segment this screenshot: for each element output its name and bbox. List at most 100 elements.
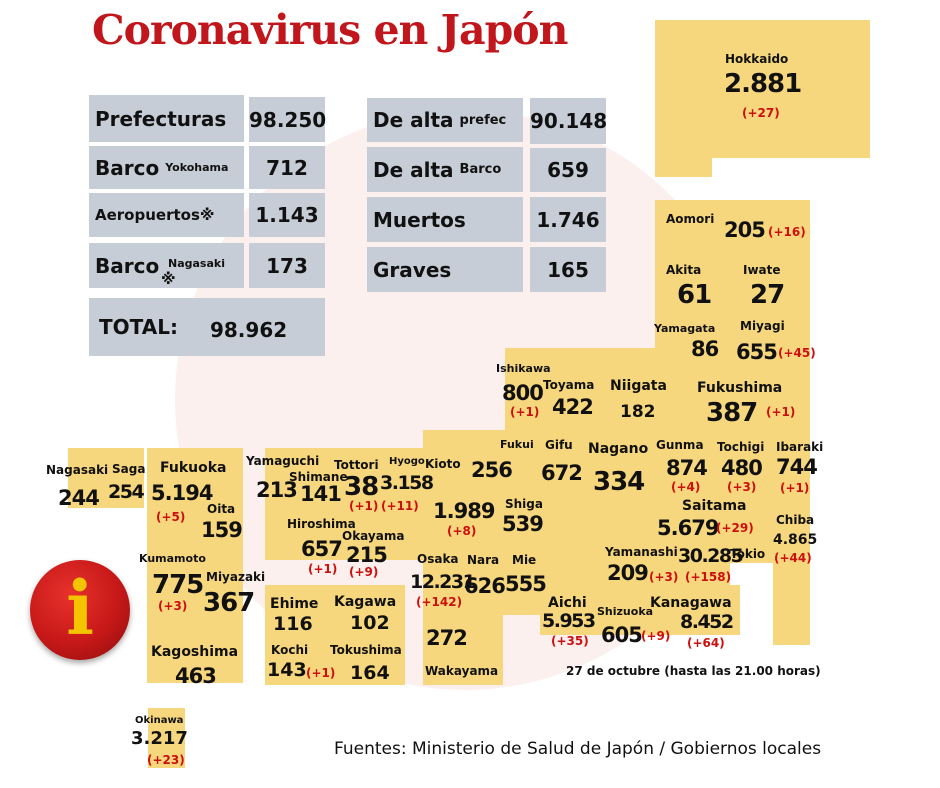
prefecture-value: 164 bbox=[350, 662, 390, 684]
prefecture-value: 657 bbox=[301, 537, 343, 561]
prefecture-value: 209 bbox=[607, 561, 649, 585]
prefecture-name: Saga bbox=[112, 462, 146, 476]
region-chiba bbox=[773, 505, 810, 645]
region-hokkaido-tail bbox=[655, 155, 712, 177]
prefecture-value: 2.881 bbox=[724, 69, 802, 99]
prefecture-value: 61 bbox=[677, 280, 712, 310]
prefecture-name: Tokio bbox=[730, 547, 766, 561]
prefecture-delta: (+11) bbox=[381, 499, 419, 513]
summary-prefecturas-value: 98.250 bbox=[249, 97, 327, 142]
prefecture-name: Kioto bbox=[425, 457, 461, 471]
prefecture-name: Aomori bbox=[666, 212, 715, 226]
prefecture-value: 626 bbox=[464, 574, 506, 598]
summary-muertos-value: 1.746 bbox=[530, 197, 606, 242]
prefecture-value: 143 bbox=[267, 659, 307, 681]
prefecture-name: Shizuoka bbox=[597, 605, 654, 618]
prefecture-name: Kanagawa bbox=[650, 595, 732, 611]
prefecture-name: Shimane bbox=[289, 470, 348, 484]
region-chugoku bbox=[265, 448, 423, 560]
prefecture-value: 27 bbox=[750, 280, 785, 310]
prefecture-delta: (+8) bbox=[447, 524, 477, 538]
prefecture-delta: (+9) bbox=[349, 565, 379, 579]
prefecture-name: Gunma bbox=[656, 438, 704, 452]
prefecture-delta: (+64) bbox=[687, 636, 725, 650]
prefecture-name: Ishikawa bbox=[496, 362, 551, 375]
prefecture-name: Hokkaido bbox=[725, 52, 789, 66]
prefecture-value: 874 bbox=[666, 456, 708, 480]
label-text: Graves bbox=[373, 257, 452, 282]
prefecture-value: 387 bbox=[706, 398, 758, 428]
prefecture-value: 367 bbox=[203, 588, 255, 618]
prefecture-value: 8.452 bbox=[680, 611, 734, 633]
prefecture-value: 1.989 bbox=[433, 499, 495, 523]
prefecture-delta: (+142) bbox=[416, 595, 463, 609]
prefecture-value: 213 bbox=[256, 478, 298, 502]
summary-total: TOTAL: 98.962 bbox=[89, 298, 325, 356]
prefecture-name: Saitama bbox=[682, 498, 747, 514]
prefecture-name: Akita bbox=[666, 263, 702, 277]
sub-label: prefec bbox=[459, 112, 507, 128]
region-tohoku bbox=[655, 200, 810, 368]
prefecture-value: 205 bbox=[724, 218, 766, 242]
region-shikoku bbox=[265, 585, 405, 685]
prefecture-value: 422 bbox=[552, 395, 594, 419]
prefecture-value: 215 bbox=[346, 543, 388, 567]
prefecture-value: 4.865 bbox=[773, 532, 818, 548]
prefecture-value: 182 bbox=[620, 402, 656, 422]
prefecture-name: Fukushima bbox=[697, 380, 783, 396]
summary-graves-label: Graves bbox=[367, 247, 523, 292]
prefecture-name: Yamagata bbox=[654, 322, 716, 335]
prefecture-delta: (+1) bbox=[308, 562, 338, 576]
prefecture-name: Kagawa bbox=[334, 594, 397, 610]
summary-aeropuertos-label: Aeropuertos※ bbox=[89, 193, 244, 237]
prefecture-name: Okinawa bbox=[135, 715, 184, 726]
prefecture-delta: (+9) bbox=[641, 629, 671, 643]
prefecture-value: 605 bbox=[601, 623, 643, 647]
total-value: 98.962 bbox=[209, 318, 288, 342]
prefecture-delta: (+27) bbox=[742, 106, 780, 120]
prefecture-delta: (+158) bbox=[685, 570, 732, 584]
value-text: 98.250 bbox=[249, 107, 327, 132]
prefecture-name: Fukuoka bbox=[160, 460, 227, 476]
prefecture-name: Hyogo bbox=[389, 456, 425, 467]
prefecture-name: Ibaraki bbox=[776, 440, 824, 454]
sources-note: Fuentes: Ministerio de Salud de Japón / … bbox=[334, 739, 822, 759]
prefecture-name: Shiga bbox=[505, 497, 543, 511]
summary-muertos-label: Muertos bbox=[367, 197, 523, 242]
prefecture-name: Kochi bbox=[271, 643, 309, 657]
prefecture-value: 256 bbox=[471, 458, 513, 482]
prefecture-name: Miyazaki bbox=[206, 570, 266, 584]
label-text: Aeropuertos※ bbox=[95, 206, 215, 224]
prefecture-delta: (+4) bbox=[671, 480, 701, 494]
prefecture-value: 334 bbox=[593, 467, 645, 497]
prefecture-name: Hiroshima bbox=[287, 517, 356, 531]
prefecture-delta: (+16) bbox=[768, 225, 806, 239]
prefecture-value: 3.158 bbox=[380, 472, 434, 494]
prefecture-value: 244 bbox=[58, 486, 100, 510]
prefecture-name: Tokushima bbox=[330, 643, 402, 657]
region-kinki bbox=[423, 490, 543, 615]
sub-label: Nagasaki bbox=[168, 257, 225, 270]
prefecture-value: 539 bbox=[502, 512, 544, 536]
prefecture-value: 3.217 bbox=[131, 728, 188, 749]
summary-barco-nagasaki-label: Barco ※ Nagasaki bbox=[89, 243, 244, 288]
info-icon[interactable]: i bbox=[30, 560, 130, 660]
prefecture-value: 463 bbox=[175, 664, 217, 688]
prefecture-value: 272 bbox=[426, 626, 468, 650]
prefecture-value: 5.953 bbox=[542, 610, 596, 632]
prefecture-delta: (+23) bbox=[147, 753, 185, 767]
prefecture-name: Miyagi bbox=[740, 319, 785, 333]
prefecture-name: Ehime bbox=[270, 596, 319, 612]
prefecture-value: 672 bbox=[541, 461, 583, 485]
summary-barco-nagasaki-value: 173 bbox=[249, 243, 325, 288]
prefecture-value: 775 bbox=[152, 570, 204, 600]
prefecture-delta: (+29) bbox=[716, 521, 754, 535]
prefecture-value: 655 bbox=[736, 340, 778, 364]
value-text: 1.746 bbox=[536, 207, 600, 232]
summary-graves-value: 165 bbox=[530, 247, 606, 292]
value-text: 90.148 bbox=[530, 109, 608, 133]
prefecture-delta: (+1) bbox=[766, 405, 796, 419]
prefecture-delta: (+3) bbox=[649, 570, 679, 584]
region-kyushu-west bbox=[68, 448, 144, 508]
prefecture-delta: (+1) bbox=[349, 499, 379, 513]
